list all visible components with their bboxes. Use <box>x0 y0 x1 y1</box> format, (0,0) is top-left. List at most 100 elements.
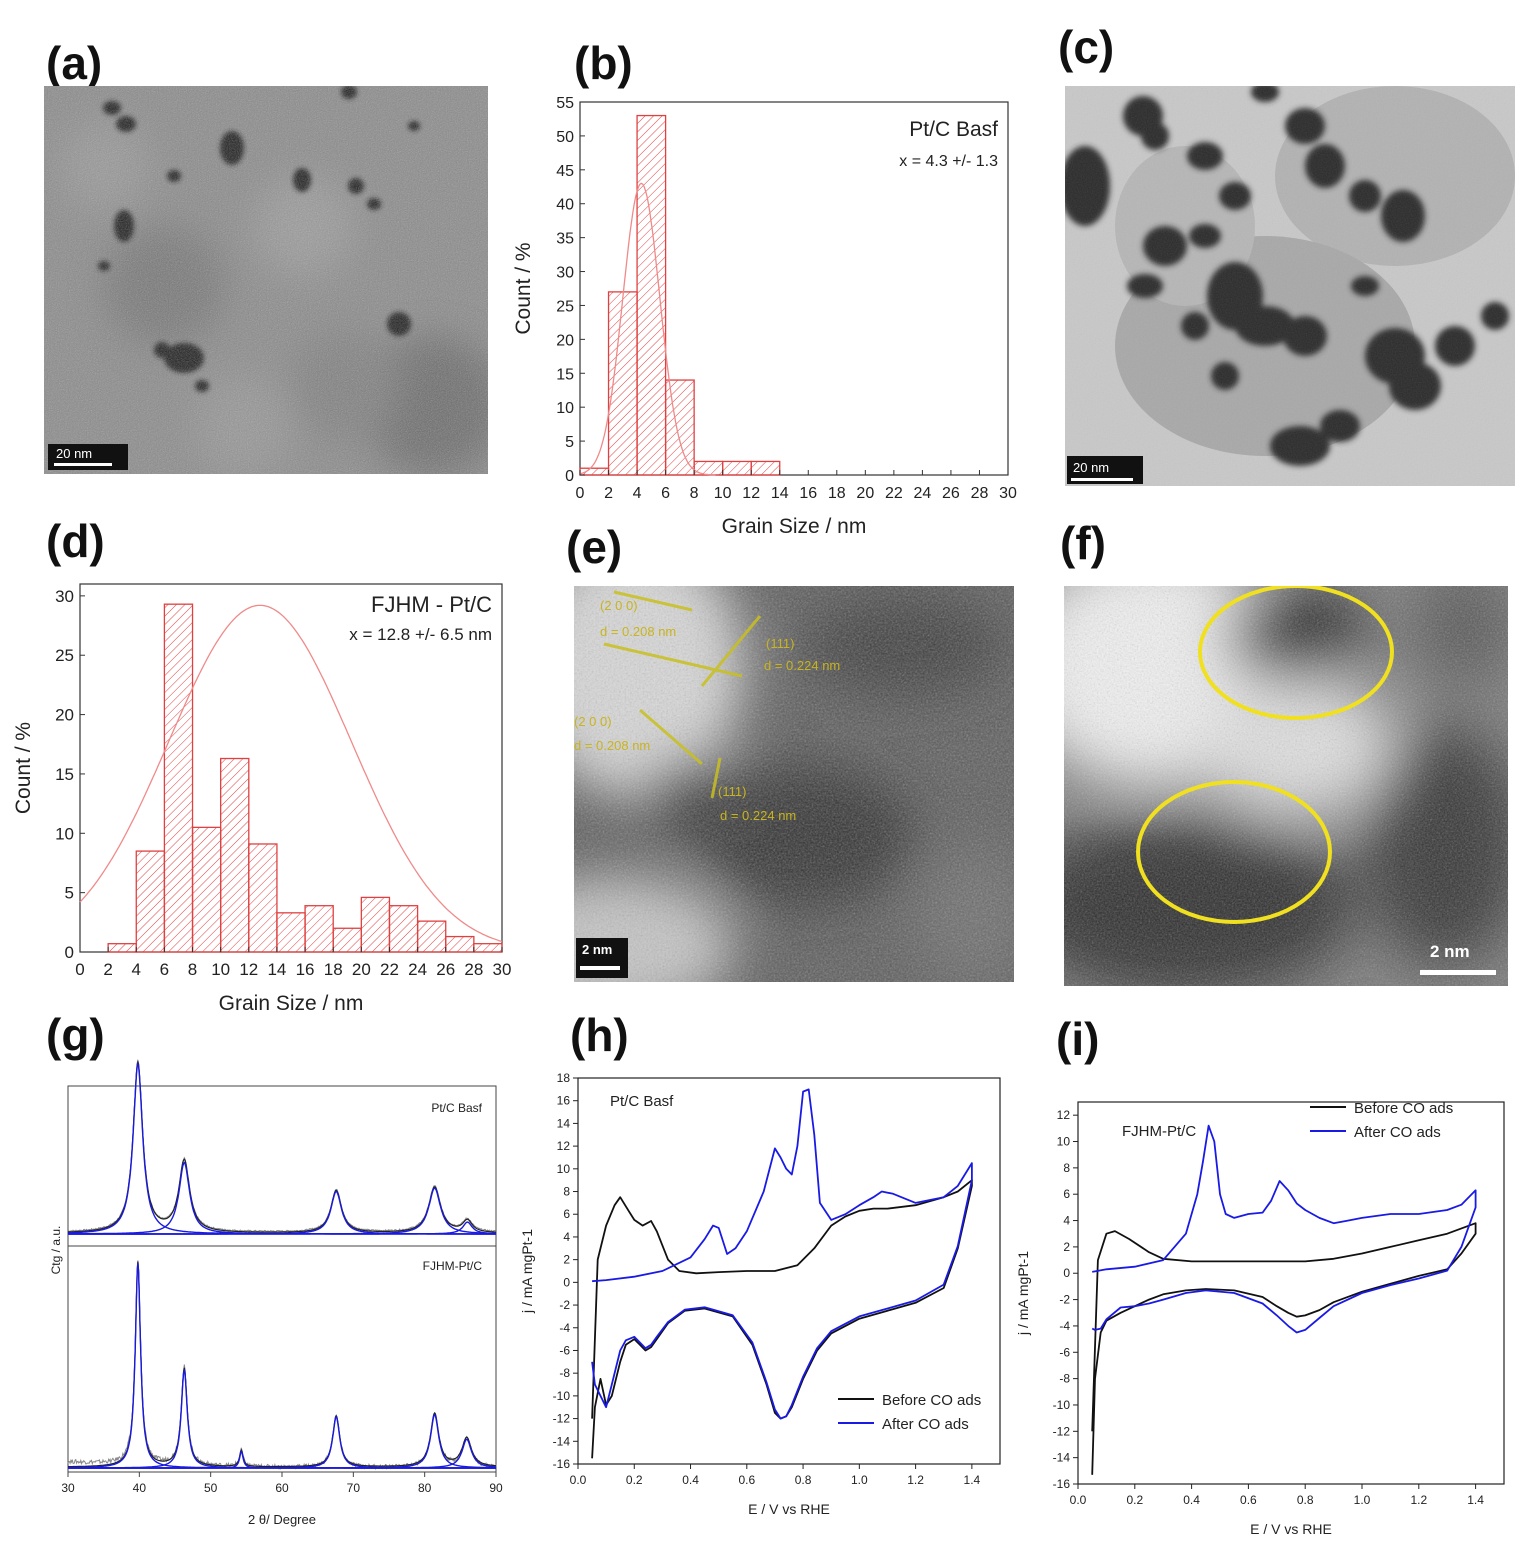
x-tick-label: 8 <box>188 960 197 979</box>
y-tick-label: 2 <box>1063 1240 1070 1254</box>
y-tick-label: -6 <box>559 1343 570 1357</box>
histogram-bar <box>579 467 610 476</box>
y-tick-label: 12 <box>1057 1108 1071 1122</box>
lattice-label-4: d = 0.224 nm <box>764 658 841 673</box>
cv-chart-h: 0.0 0.2 0.4 0.6 0.8 1.0 1.2 1.4 -16 -14 -12 -10 -8 -6… <box>519 1071 1001 1517</box>
lattice-label-8: d = 0.224 nm <box>720 808 797 823</box>
legend-label: After CO ads <box>882 1416 969 1433</box>
x-tick-label: 10 <box>211 960 230 979</box>
histogram-bar <box>304 905 334 953</box>
y-tick-label: -10 <box>553 1389 571 1403</box>
x-tick-label: 16 <box>799 485 817 502</box>
y-tick-label: 10 <box>556 400 574 417</box>
xrd-chart-g: Pt/C Basf FJHM-Pt/C 30 40 50 60 70 80 90 2 θ/ Deg… <box>49 1058 503 1527</box>
chart-title: FJHM - Pt/C <box>371 592 492 617</box>
y-tick-label: -4 <box>1059 1319 1070 1333</box>
y-tick-label: -6 <box>1059 1345 1070 1359</box>
histogram-bar <box>220 757 250 953</box>
xrd-fit-peak <box>68 1221 496 1235</box>
histogram-chart-b: 0 2 4 6 8 10 12 14 16 18 20 22 24 26 28 300510152025303… <box>512 95 1017 538</box>
x-tick-label: 0.8 <box>1297 1493 1314 1507</box>
scale-bar-f: 2 nm <box>1430 942 1470 961</box>
y-tick-label: 18 <box>557 1071 571 1085</box>
y-tick-label: -14 <box>1053 1451 1071 1465</box>
x-tick-label: 1.0 <box>1354 1493 1371 1507</box>
histogram-bar <box>722 460 752 476</box>
y-tick-label: -16 <box>553 1457 571 1471</box>
x-tick-label: 1.2 <box>1410 1493 1427 1507</box>
x-axis-label: Grain Size / nm <box>722 515 867 538</box>
y-tick-label: -16 <box>1053 1477 1071 1491</box>
hrtem-image-f: 2 nm <box>1064 586 1508 986</box>
histogram-bar <box>636 114 667 476</box>
y-tick-label: 4 <box>1063 1214 1070 1228</box>
panel-label-b: (b) <box>574 37 633 89</box>
y-tick-label: 0 <box>565 468 574 485</box>
x-tick-label: 24 <box>408 960 427 979</box>
panel-label-d: (d) <box>46 515 105 567</box>
x-tick-label: 0.4 <box>682 1473 699 1487</box>
gaussian-fit-line <box>579 182 716 476</box>
y-tick-label: 55 <box>556 95 574 112</box>
x-axis-label: Grain Size / nm <box>219 992 364 1015</box>
y-tick-label: 25 <box>55 646 74 665</box>
y-tick-label: 0 <box>563 1275 570 1289</box>
x-tick-label: 28 <box>464 960 483 979</box>
y-tick-label: -14 <box>553 1434 571 1448</box>
y-tick-label: 4 <box>563 1230 570 1244</box>
panel-label-a: (a) <box>46 37 103 89</box>
legend-label: Before CO ads <box>1354 1100 1453 1117</box>
histogram-bar <box>664 379 695 476</box>
y-tick-label: 5 <box>65 884 74 903</box>
histogram-bar <box>388 905 419 953</box>
y-tick-label: 14 <box>557 1116 571 1130</box>
panel-label-h: (h) <box>570 1009 629 1061</box>
x-tick-label: 26 <box>942 485 960 502</box>
y-axis-label: Count / % <box>512 242 535 334</box>
x-tick-label: 4 <box>132 960 141 979</box>
x-tick-label: 18 <box>324 960 343 979</box>
y-tick-label: -2 <box>1059 1293 1070 1307</box>
panel-label-i: (i) <box>1056 1013 1100 1065</box>
y-tick-label: 6 <box>1063 1187 1070 1201</box>
histogram-bar <box>416 920 447 953</box>
x-tick-label: 18 <box>828 485 846 502</box>
hrtem-image-e: (2 0 0) d = 0.208 nm (111) d = 0.224 nm … <box>574 586 1014 982</box>
lattice-label-5: (2 0 0) <box>574 714 612 729</box>
y-tick-label: 16 <box>557 1094 571 1108</box>
fit-annotation: x = 4.3 +/- 1.3 <box>899 153 998 170</box>
x-tick-label: 50 <box>204 1481 218 1495</box>
x-tick-label: 14 <box>267 960 286 979</box>
y-axis-label: Ctg / a.u. <box>49 1226 63 1275</box>
x-tick-label: 16 <box>296 960 315 979</box>
y-tick-label: -12 <box>553 1412 571 1426</box>
x-tick-label: 1.4 <box>1467 1493 1484 1507</box>
histogram-bar <box>135 850 166 953</box>
y-tick-label: 8 <box>1063 1161 1070 1175</box>
x-tick-label: 60 <box>275 1481 289 1495</box>
y-tick-label: 40 <box>556 197 574 214</box>
plot-frame <box>1077 1101 1505 1485</box>
x-tick-label: 30 <box>999 485 1017 502</box>
histogram-bar <box>445 935 475 953</box>
x-tick-label: 22 <box>885 485 903 502</box>
x-tick-label: 0.8 <box>795 1473 812 1487</box>
x-tick-label: 20 <box>352 960 371 979</box>
chart-title: Pt/C Basf <box>909 118 998 141</box>
x-tick-label: 1.0 <box>851 1473 868 1487</box>
histogram-chart-d: 0 2 4 6 8 10 12 14 16 18 20 22 24 26 28 30051015202530G… <box>12 583 511 1015</box>
y-tick-label: 0 <box>65 943 74 962</box>
x-tick-label: 14 <box>771 485 789 502</box>
x-tick-label: 1.4 <box>964 1473 981 1487</box>
x-tick-label: 0.0 <box>1070 1493 1087 1507</box>
x-tick-label: 40 <box>133 1481 147 1495</box>
x-tick-label: 0.0 <box>570 1473 587 1487</box>
histogram-bar <box>276 912 306 953</box>
cv-series-line <box>591 1179 973 1459</box>
x-tick-label: 0.6 <box>738 1473 755 1487</box>
y-axis-label: Count / % <box>12 722 35 814</box>
histogram-bar <box>750 460 781 476</box>
x-tick-label: 0.2 <box>1126 1493 1143 1507</box>
chart-title: Pt/C Basf <box>610 1093 674 1110</box>
tem-image-a: 20 nm <box>44 86 488 474</box>
